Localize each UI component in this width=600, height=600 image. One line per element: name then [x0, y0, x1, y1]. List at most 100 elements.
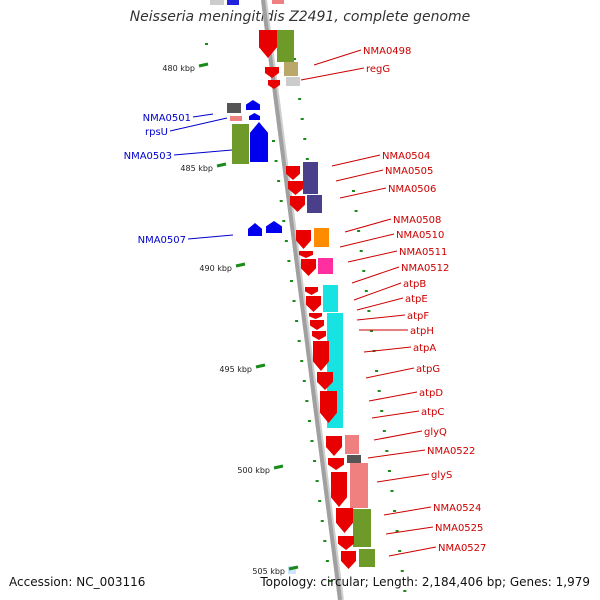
leader-line [356, 297, 404, 311]
tick-dot [393, 510, 397, 512]
tick-dot [400, 570, 404, 572]
gene-box-orange [314, 228, 329, 247]
genome-backbone [261, 0, 344, 600]
leader-line [347, 250, 398, 263]
gene-box-green [359, 549, 375, 567]
kbp-tick [288, 565, 299, 571]
gene-label-right: NMA0522 [427, 446, 475, 457]
gene-arrow-red [268, 80, 280, 89]
gene-label-right: NMA0512 [401, 263, 449, 274]
leader-line [313, 49, 362, 66]
gene-arrow-red [338, 536, 354, 550]
leader-line [344, 218, 392, 233]
gene-arrow-red [328, 458, 344, 470]
leader-line [371, 410, 420, 419]
gene-arrow-red [312, 331, 326, 340]
kbp-label: 490 kbp [199, 264, 232, 273]
gene-features [210, 0, 375, 574]
gene-label-right: atpA [413, 343, 436, 354]
gene-label-right: atpH [410, 326, 434, 337]
gene-arrow-red [306, 296, 321, 312]
tick-dot [279, 200, 283, 202]
tick-dot [364, 290, 368, 292]
tick-dot [302, 380, 306, 382]
gene-label-right: glyQ [424, 427, 447, 438]
gene-arrow-red [301, 259, 316, 276]
tick-dot [292, 300, 296, 302]
gene-arrow-red [320, 391, 337, 423]
tick-dot [328, 580, 332, 582]
leader-line [335, 169, 384, 182]
leader-line [351, 266, 400, 284]
gene-label-left: NMA0501 [143, 113, 191, 124]
gene-label-right: atpC [421, 407, 444, 418]
map-title: Neisseria meningitidis Z2491, complete g… [129, 9, 471, 25]
leader-line [300, 67, 365, 81]
leader-line [385, 526, 434, 535]
tick-dot [323, 540, 327, 542]
tick-dot [385, 450, 389, 452]
tick-dot [274, 160, 278, 162]
tick-dot [298, 98, 302, 100]
gene-label-left: NMA0503 [124, 151, 172, 162]
gene-box-olive [284, 62, 298, 76]
tick-dot [277, 180, 281, 182]
leader-line [373, 430, 423, 441]
gene-box-pink [350, 463, 368, 508]
tick-dot [403, 590, 407, 592]
gene-arrow-red [326, 436, 342, 456]
gene-box-grey [227, 103, 241, 113]
leader-line [331, 154, 381, 167]
leader-line [192, 113, 214, 118]
kbp-tick [273, 464, 284, 470]
kbp-label: 500 kbp [237, 466, 270, 475]
kbp-label: 495 kbp [219, 365, 252, 374]
gene-arrow-red [288, 181, 303, 195]
tick-dot [315, 480, 319, 482]
leader-line [187, 234, 234, 240]
tick-dot [305, 400, 309, 402]
leader-line [368, 391, 418, 402]
gene-arrow-blue [250, 122, 268, 162]
tick-dot [313, 460, 317, 462]
gene-label-right: NMA0525 [435, 523, 483, 534]
leader-line [383, 506, 432, 516]
kbp-tick [216, 162, 227, 168]
leader-line [388, 546, 437, 557]
gene-arrow-red [331, 472, 347, 507]
leader-line [363, 346, 412, 353]
gene-arrow-red [313, 341, 329, 371]
tick-dot [375, 370, 379, 372]
tick-dot [297, 340, 301, 342]
gene-arrow-red [299, 251, 313, 258]
gene-label-right: glyS [431, 470, 452, 481]
gene-label-right: NMA0498 [363, 46, 411, 57]
tick-dot [284, 240, 288, 242]
backbone-line [261, 0, 342, 600]
gene-label-right: regG [366, 64, 390, 75]
gene-box-green [353, 509, 371, 547]
gene-labels: NMA0501 rpsU NMA0503 NMA0507 NMA0498 regG NMA0… [124, 46, 487, 554]
gene-arrow-red [317, 372, 333, 390]
tick-dot [287, 260, 291, 262]
gene-label-right: NMA0524 [433, 503, 481, 514]
tick-dot [307, 420, 311, 422]
genome-summary-text: Topology: circular; Length: 2,184,406 bp… [260, 575, 590, 589]
gene-arrow-red [341, 551, 356, 569]
kbp-label: 485 kbp [180, 164, 213, 173]
tick-dot [310, 440, 314, 442]
tick-dot [357, 230, 361, 232]
label-leader-lines [169, 49, 437, 557]
tick-dot [398, 550, 402, 552]
gene-box-navy [303, 162, 318, 194]
gene-arrow-red [305, 287, 318, 295]
gene-label-left: rpsU [145, 127, 168, 138]
tick-dot [300, 118, 304, 120]
kbp-label: 480 kbp [162, 64, 195, 73]
gene-box-cyan [323, 285, 338, 312]
tick-dot [362, 270, 366, 272]
kbp-tick [198, 62, 209, 68]
gene-label-right: NMA0510 [396, 230, 444, 241]
tick-dot [300, 360, 304, 362]
gene-label-right: NMA0527 [438, 543, 486, 554]
